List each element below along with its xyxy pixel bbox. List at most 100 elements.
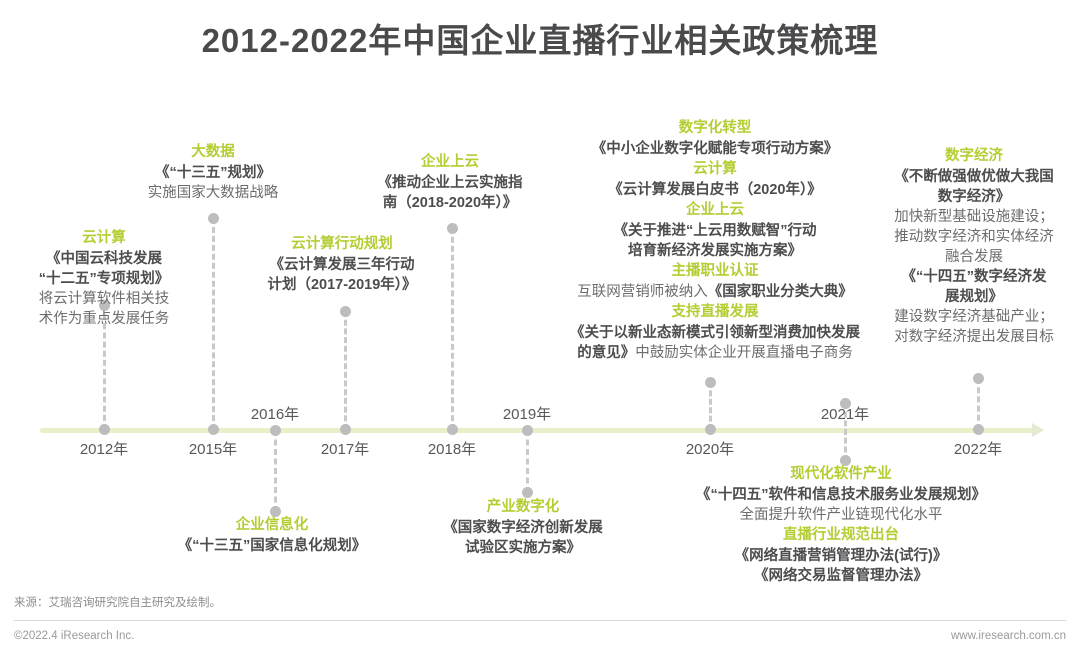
- event-line-doc: 《中小企业数字化赋能专项行动方案》: [591, 141, 839, 157]
- event-line-desc: 术作为重点发展任务: [38, 311, 170, 327]
- event-line-doc: 《推动企业上云实施指: [377, 175, 523, 191]
- event-line-desc: 建设数字经济基础产业；: [894, 309, 1054, 325]
- connector-dot-axis: [208, 424, 219, 435]
- event-line-tag: 云计算: [82, 230, 126, 246]
- connector-2018: [447, 223, 458, 435]
- connector-dot-axis: [447, 424, 458, 435]
- event-line-doc: 数字经济》: [937, 189, 1011, 205]
- event-line-doc: 《“十三五”规划》: [155, 165, 271, 181]
- event-line-tag: 现代化软件产业: [790, 466, 892, 482]
- event-line-desc: 将云计算软件相关技: [38, 291, 170, 307]
- connector-dot-top: [705, 377, 716, 388]
- year-label-2015: 2015年: [188, 441, 238, 458]
- event-line-tag: 企业信息化: [235, 517, 309, 533]
- event-line-desc: 实施国家大数据战略: [147, 185, 279, 201]
- connector-dot-axis: [340, 424, 351, 435]
- connector-dot-end: [840, 455, 851, 466]
- connector-2020: [705, 377, 716, 435]
- connector-line: [526, 430, 529, 493]
- copyright-text: ©2022.4 iResearch Inc.: [14, 630, 135, 642]
- year-label-2020: 2020年: [685, 441, 735, 458]
- event-line-tag: 数字化转型: [678, 120, 752, 136]
- event-line-doc: 《“十四五”软件和信息技术服务业发展规划》: [696, 487, 986, 503]
- event-2020: 数字化转型《中小企业数字化赋能专项行动方案》 云计算《云计算发展白皮书（2020年…: [545, 118, 885, 363]
- connector-line: [977, 378, 980, 430]
- event-line-doc: “十二五”专项规划》: [38, 271, 170, 287]
- source-note: 来源：艾瑞咨询研究院自主研究及绘制。: [14, 597, 221, 609]
- event-line-doc: 《国家数字经济创新发展: [443, 520, 603, 536]
- event-line-doc: 《网络交易监督管理办法》: [754, 568, 928, 584]
- event-line-tag: 云计算: [693, 161, 737, 177]
- event-line-doc: 《关于推进“上云用数赋智”行动: [613, 223, 817, 239]
- connector-2012: [99, 300, 110, 435]
- connector-line: [844, 403, 847, 461]
- event-line-tag: 企业上云: [686, 202, 744, 218]
- event-line-doc: 计划（2017-2019年）》: [267, 277, 417, 293]
- connector-line: [212, 218, 215, 430]
- event-2022: 数字经济《不断做强做优做大我国 数字经济》加快新型基础设施建设； 推动数字经济和实体…: [872, 146, 1076, 347]
- connector-line: [344, 311, 347, 430]
- event-line-doc: 南（2018-2020年）》: [382, 195, 518, 211]
- event-line-doc: 展规划》: [945, 289, 1003, 305]
- connector-dot-axis: [270, 425, 281, 436]
- event-2016: 企业信息化《“十三五”国家信息化规划》: [132, 515, 412, 556]
- year-label-2016: 2016年: [250, 406, 300, 423]
- timeline-axis: [40, 428, 1040, 433]
- connector-dot-axis: [522, 425, 533, 436]
- connector-dot-top: [99, 300, 110, 311]
- event-line-tag: 数字经济: [945, 148, 1003, 164]
- connector-line: [103, 305, 106, 430]
- event-2019: 产业数字化 《国家数字经济创新发展 试验区实施方案》: [418, 497, 628, 558]
- event-line-doc: 《不断做强做优做大我国: [894, 169, 1054, 185]
- connector-dot-axis: [973, 424, 984, 435]
- event-line-doc: 《网络直播营销管理办法(试行)》: [734, 548, 948, 564]
- event-2015: 大数据《“十三五”规划》 实施国家大数据战略: [98, 142, 328, 203]
- event-line-desc: 加快新型基础设施建设；: [894, 209, 1054, 225]
- connector-2019: [522, 425, 533, 498]
- website-link[interactable]: www.iresearch.com.cn: [950, 630, 1066, 642]
- connector-2015: [208, 213, 219, 435]
- event-line-doc: 培育新经济发展实施方案》: [628, 243, 802, 259]
- year-label-2022: 2022年: [953, 441, 1003, 458]
- connector-2016: [270, 425, 281, 517]
- connector-line: [709, 382, 712, 430]
- event-line-mix: 互联网营销师被纳入《国家职业分类大典》: [577, 284, 853, 300]
- event-line-tag: 云计算行动规划: [291, 236, 393, 252]
- event-line-tag: 企业上云: [421, 154, 479, 170]
- year-label-2018: 2018年: [427, 441, 477, 458]
- connector-2022: [973, 373, 984, 435]
- event-line-doc: 《关于以新业态新模式引领新型消费加快发展: [570, 325, 860, 341]
- event-line-doc: 《“十三五”国家信息化规划》: [177, 538, 367, 554]
- arrow-right-icon: [1032, 423, 1044, 437]
- event-line-desc: 全面提升软件产业链现代化水平: [739, 507, 943, 523]
- connector-dot-top: [208, 213, 219, 224]
- connector-dot-axis: [840, 398, 851, 409]
- connector-dot-end: [270, 506, 281, 517]
- event-line-doc: 《云计算发展白皮书（2020年）》: [608, 182, 822, 198]
- event-line-tag: 产业数字化: [486, 499, 560, 515]
- connector-dot-end: [522, 487, 533, 498]
- footer-divider: [14, 620, 1066, 621]
- event-line-doc: 《“十四五”数字经济发: [901, 269, 1047, 285]
- event-line-tag: 大数据: [191, 144, 235, 160]
- connector-dot-axis: [705, 424, 716, 435]
- event-2021: 现代化软件产业《“十四五”软件和信息技术服务业发展规划》 全面提升软件产业链现代化…: [660, 464, 1022, 586]
- connector-dot-top: [447, 223, 458, 234]
- event-2017: 云计算行动规划 《云计算发展三年行动 计划（2017-2019年）》: [232, 234, 452, 295]
- year-label-2021: 2021年: [820, 406, 870, 423]
- connector-dot-top: [973, 373, 984, 384]
- event-2018: 企业上云《推动企业上云实施指 南（2018-2020年）》: [340, 152, 560, 213]
- connector-2017: [340, 306, 351, 435]
- page-title: 2012-2022年中国企业直播行业相关政策梳理: [201, 22, 879, 59]
- connector-dot-top: [340, 306, 351, 317]
- event-line-desc: 对数字经济提出发展目标: [894, 329, 1054, 345]
- year-label-2012: 2012年: [79, 441, 129, 458]
- connector-line: [274, 430, 277, 512]
- event-line-tag: 主播职业认证: [671, 263, 759, 279]
- event-line-desc: 推动数字经济和实体经济: [894, 229, 1054, 245]
- connector-line: [451, 228, 454, 430]
- year-label-2019: 2019年: [502, 406, 552, 423]
- event-line-mix: 的意见》中鼓励实体企业开展直播电子商务: [577, 345, 853, 361]
- year-label-2017: 2017年: [320, 441, 370, 458]
